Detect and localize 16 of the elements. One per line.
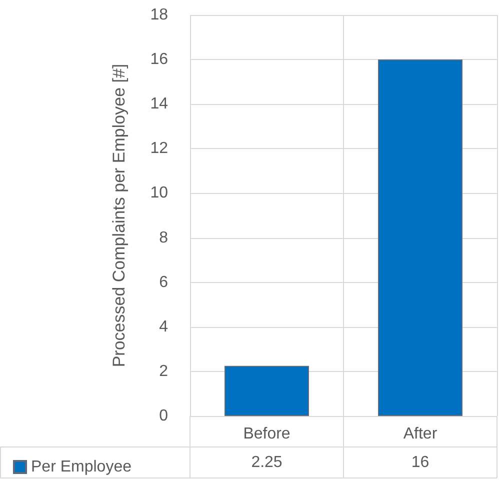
y-tick-label: 6 xyxy=(159,274,168,291)
y-tick-label: 12 xyxy=(150,140,168,158)
x-tick-label: After xyxy=(403,426,438,442)
y-tick-label: 14 xyxy=(150,96,168,113)
y-tick-label: 0 xyxy=(159,408,168,424)
y-axis-title: Processed Complaints per Employee [#] xyxy=(110,64,128,368)
y-tick-label: 10 xyxy=(150,184,168,202)
y-tick-label: 18 xyxy=(150,6,168,24)
data-label: 2.25 xyxy=(251,454,282,471)
x-tick-label: Before xyxy=(243,426,290,442)
y-tick-label: 16 xyxy=(150,51,168,68)
legend-label: Per Employee xyxy=(31,458,132,476)
y-tick-label: 8 xyxy=(159,229,168,246)
data-label: 16 xyxy=(411,454,430,471)
y-tick-label: 2 xyxy=(159,362,168,380)
y-tick-label: 4 xyxy=(159,318,168,336)
